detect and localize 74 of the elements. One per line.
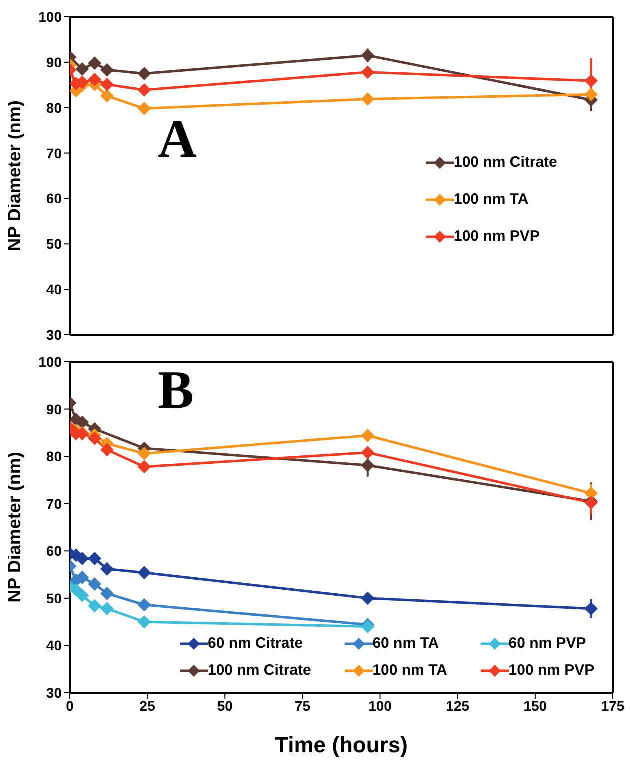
point — [100, 64, 114, 77]
point — [138, 460, 151, 474]
legend-label: 100 nm Citrate — [208, 662, 312, 679]
point — [76, 416, 89, 430]
point — [584, 486, 598, 500]
point — [138, 84, 151, 97]
y-tick-label: 70 — [46, 145, 62, 162]
point — [361, 49, 374, 62]
point — [361, 429, 374, 442]
point — [100, 562, 114, 576]
point — [88, 73, 102, 86]
y-tick-label: 80 — [46, 448, 62, 465]
point — [361, 592, 374, 605]
point — [138, 102, 151, 116]
y-tick-label: 80 — [46, 100, 62, 116]
y-tick-label: 100 — [38, 8, 62, 25]
point — [361, 446, 374, 460]
x-axis-title: Time (hours) — [275, 732, 408, 758]
point — [584, 88, 598, 102]
point — [361, 459, 374, 472]
y-tick-label: 90 — [46, 401, 62, 418]
legend-label: 60 nm PVP — [508, 635, 586, 652]
x-tick-label: 100 — [368, 698, 392, 714]
point — [100, 443, 114, 456]
point — [88, 552, 102, 566]
point — [361, 92, 374, 106]
point — [76, 62, 89, 76]
y-tick-label: 30 — [46, 684, 62, 701]
legend-label: 100 nm PVP — [508, 662, 595, 679]
y-tick-label: 60 — [46, 190, 62, 207]
legend-label: 100 nm PVP — [454, 228, 540, 245]
y-tick-label: 40 — [46, 282, 62, 298]
x-tick-label: 75 — [294, 698, 311, 714]
point — [76, 571, 89, 584]
x-tick-label: 0 — [66, 698, 74, 714]
y-tick-label: 30 — [46, 326, 62, 343]
point — [138, 598, 151, 612]
point — [88, 578, 102, 591]
point — [100, 602, 114, 616]
y-tick-label: 90 — [46, 54, 62, 70]
x-tick-label: 125 — [446, 698, 470, 714]
point — [584, 602, 598, 616]
point — [100, 78, 114, 92]
legend-label: 100 nm Citrate — [454, 154, 558, 171]
x-tick-label: 150 — [524, 698, 548, 714]
point — [88, 599, 102, 612]
y-tick-label: 50 — [46, 590, 62, 606]
y-tick-label: 40 — [46, 638, 62, 654]
point — [584, 74, 598, 88]
y-tick-label: 50 — [46, 236, 62, 252]
x-tick-label: 25 — [140, 698, 156, 714]
point — [100, 587, 114, 600]
legend-label: 60 nm Citrate — [208, 635, 304, 652]
annotation: A — [158, 108, 197, 170]
legend-label: 100 nm TA — [454, 191, 529, 208]
legend-label: 60 nm TA — [372, 635, 440, 652]
point — [138, 67, 151, 80]
point — [70, 583, 83, 596]
annotation: B — [158, 359, 194, 421]
point — [138, 447, 151, 460]
point — [138, 566, 151, 580]
point — [100, 90, 114, 103]
point — [88, 56, 102, 70]
x-tick-label: 50 — [217, 698, 234, 714]
point — [76, 589, 89, 602]
y-tick-label: 70 — [46, 496, 62, 512]
y-tick-label: 100 — [38, 354, 62, 370]
legend-label: 100 nm TA — [372, 662, 448, 679]
point — [88, 432, 102, 446]
point — [76, 552, 89, 566]
x-tick-label: 175 — [601, 698, 625, 714]
y-tick-label: 60 — [46, 543, 62, 560]
point — [361, 66, 374, 79]
point — [138, 616, 151, 629]
